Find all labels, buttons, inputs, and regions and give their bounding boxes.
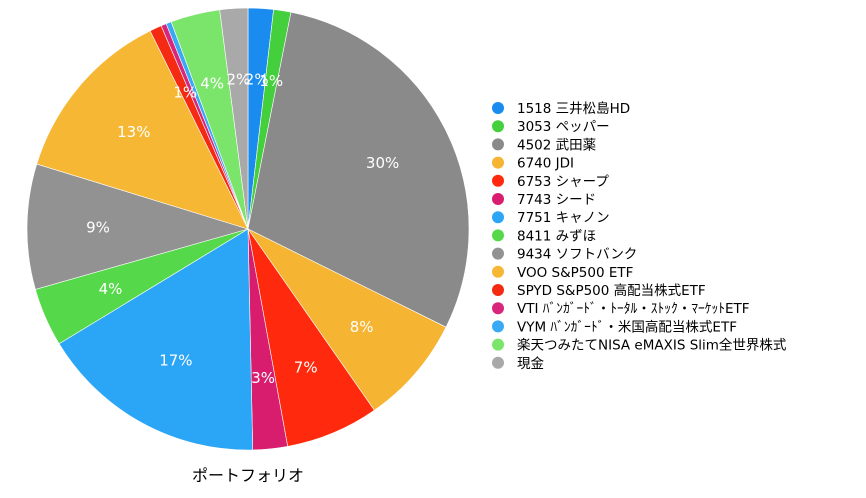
legend-entry-label: SPYD S&P500 高配当株式ETF: [517, 282, 706, 299]
legend-swatch: [492, 156, 504, 169]
legend-entry-label: 1518 三井松島HD: [517, 101, 630, 117]
legend-entry-label: 7743 シード: [517, 192, 596, 208]
legend-swatch: [492, 138, 504, 151]
slice-percent-label: 13%: [117, 123, 150, 141]
legend-entry-label: 4502 武田薬: [517, 137, 596, 153]
legend-entry-label: 6740 JDI: [517, 156, 574, 172]
slice-percent-label: 17%: [159, 352, 192, 370]
legend-entry-label: 9434 ソフトバンク: [517, 247, 637, 263]
legend-swatch: [492, 338, 504, 351]
slice-percent-label: 1%: [173, 84, 197, 102]
pie-slice: [247, 228, 447, 411]
pie-slice-labels: 2%1%30%8%7%3%17%4%9%13%1%4% 2%: [86, 70, 399, 387]
slice-percent-label: 7%: [294, 359, 318, 377]
slice-percent-label: 8%: [350, 318, 374, 336]
legend-swatch: [492, 356, 504, 369]
legend-swatch: [492, 229, 504, 242]
chart-title: ポートフォリオ: [192, 466, 304, 485]
legend-swatch: [492, 284, 504, 296]
legend-swatch: [492, 193, 504, 205]
legend-entry-label: 楽天つみたてNISA eMAXIS Slim全世界株式: [517, 337, 787, 354]
legend-swatch: [492, 120, 504, 133]
legend-entry-label: 6753 シャープ: [517, 174, 609, 190]
legend-entry-label: 7751 キャノン: [517, 210, 610, 226]
slice-percent-label: 30%: [366, 154, 399, 172]
pie-slices: [26, 7, 470, 451]
legend-entry-label: VTI ﾊﾞﾝｶﾞｰﾄﾞ・ﾄｰﾀﾙ・ｽﾄｯｸ・ﾏｰｹｯﾄETF: [517, 301, 750, 317]
legend-entry-label: 現金: [517, 356, 545, 372]
legend-swatch: [492, 174, 504, 187]
pie-slice: [219, 7, 249, 230]
slice-percent-label: 4%: [200, 74, 224, 92]
legend-entry-label: VYM ﾊﾞﾝｶﾞｰﾄﾞ・米国高配当株式ETF: [517, 318, 737, 335]
slice-percent-label: 2%: [245, 70, 269, 88]
slice-percent-label: 3%: [251, 369, 275, 387]
pie-slice: [58, 228, 254, 451]
legend-entry-label: 3053 ペッパー: [517, 119, 610, 135]
pie-slice: [247, 11, 470, 328]
legend-entry-label: VOO S&P500 ETF: [517, 265, 633, 281]
pie-slice: [36, 30, 249, 230]
legend-swatch: [492, 320, 504, 333]
legend-swatch: [492, 102, 504, 114]
slice-percent-label: 2%: [227, 70, 251, 88]
slice-percent-label: 9%: [86, 218, 110, 236]
legend-swatch: [492, 265, 504, 278]
pie-slice: [26, 163, 250, 290]
chart-legend: 1518 三井松島HD 3053 ペッパー 4502 武田薬 6740 JDI 6753…: [492, 101, 787, 372]
legend-swatch: [492, 302, 504, 315]
legend-swatch: [492, 211, 504, 224]
legend-swatch: [492, 247, 504, 260]
legend-entry-label: 8411 みずほ: [517, 228, 596, 244]
slice-percent-label: 1%: [259, 72, 283, 90]
slice-percent-label: 4%: [99, 280, 123, 298]
